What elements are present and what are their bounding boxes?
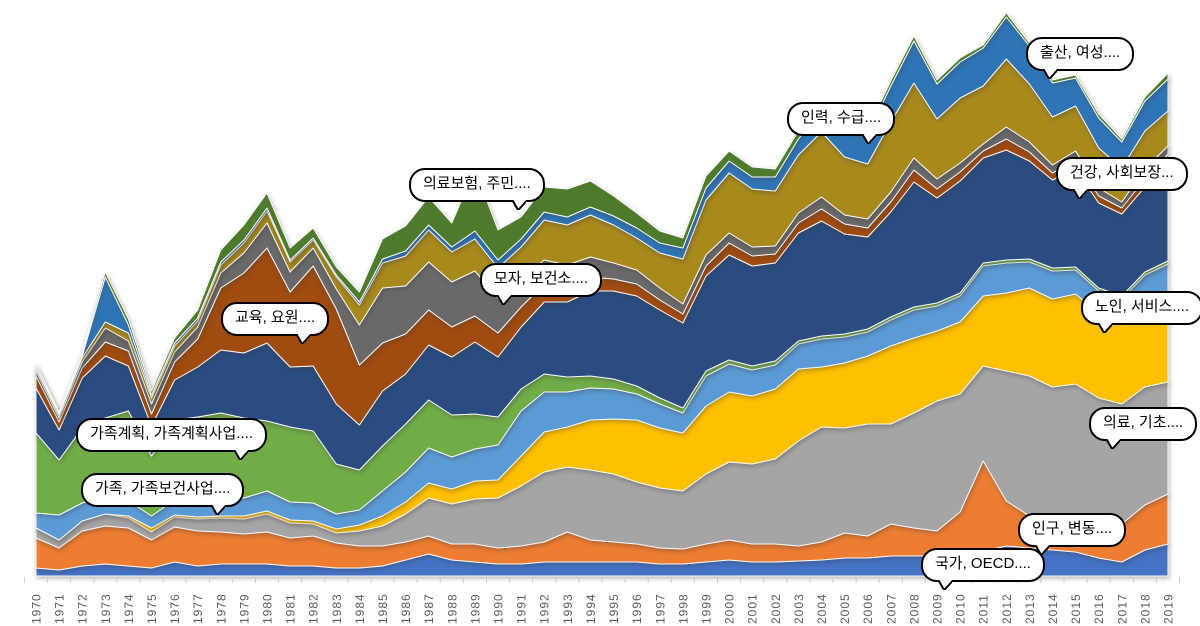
x-tick-label-1985: 1985 (376, 593, 390, 624)
x-tick-label-1981: 1981 (284, 593, 298, 624)
x-tick-label-1974: 1974 (122, 593, 136, 624)
x-tick-label-2005: 2005 (838, 593, 852, 624)
x-tick-label-2014: 2014 (1046, 593, 1060, 624)
x-tick-label-1971: 1971 (53, 593, 67, 624)
x-tick-label-2007: 2007 (884, 593, 898, 624)
callout-tail (510, 200, 526, 210)
x-tick-label-2013: 2013 (1023, 593, 1037, 624)
x-tick-label-1982: 1982 (307, 593, 321, 624)
x-axis: 1970 1971 1972 1973 1974 1975 1976 1977 1978 1979… (23, 577, 1181, 624)
callout-tail (232, 450, 248, 460)
x-tick-label-1987: 1987 (422, 593, 436, 624)
callout-text: 국가, OECD.... (935, 555, 1031, 572)
x-tick-label-2011: 2011 (977, 594, 991, 624)
x-tick-label-2003: 2003 (792, 593, 806, 624)
area-series-12 (35, 12, 1169, 415)
x-tick-label-1990: 1990 (492, 593, 506, 624)
series-callout-label: 의료보험, 주민.... (409, 168, 545, 202)
x-tick-label-1975: 1975 (145, 593, 159, 624)
series-callout-label: 국가, OECD.... (921, 548, 1045, 582)
x-tick-label-2010: 2010 (954, 593, 968, 624)
callout-text: 의료보험, 주민.... (423, 175, 531, 192)
series-callout-label: 가족계획, 가족계획사업.... (76, 418, 268, 452)
x-tick-label-1970: 1970 (30, 593, 44, 624)
callout-text: 인력, 수급.... (801, 109, 882, 126)
x-tick-label-1986: 1986 (399, 593, 413, 624)
callout-text: 인구, 변동.... (1032, 520, 1113, 537)
callout-tail (860, 134, 876, 144)
callout-text: 건강, 사회보장... (1070, 164, 1174, 181)
x-tick-label-1973: 1973 (99, 593, 113, 624)
x-tick-label-2012: 2012 (1000, 593, 1014, 624)
callout-tail (495, 295, 511, 305)
x-tick-label-2019: 2019 (1162, 593, 1176, 624)
x-tick-label-2018: 2018 (1138, 593, 1152, 624)
series-callout-label: 모자, 보건소.... (480, 263, 603, 297)
x-tick-label-1991: 1991 (515, 593, 529, 624)
callout-text: 가족, 가족보건사업.... (95, 480, 231, 497)
x-tick-label-1994: 1994 (584, 593, 598, 624)
callout-text: 출산, 여성.... (1040, 44, 1121, 61)
x-tick-label-1999: 1999 (700, 593, 714, 624)
callout-tail (1041, 69, 1057, 79)
series-callout-label: 인력, 수급.... (787, 102, 896, 136)
x-tick-label-1976: 1976 (168, 593, 182, 624)
x-tick-label-2017: 2017 (1115, 593, 1129, 624)
x-tick-label-2016: 2016 (1092, 593, 1106, 624)
callout-tail (209, 505, 225, 515)
x-tick-label-2004: 2004 (815, 593, 829, 624)
x-tick-label-1980: 1980 (261, 593, 275, 624)
series-callout-label: 노인, 서비스.... (1081, 291, 1200, 325)
area-series-group (35, 12, 1169, 577)
x-tick-label-2000: 2000 (723, 593, 737, 624)
x-tick-label-1978: 1978 (214, 593, 228, 624)
series-callout-label: 건강, 사회보장... (1056, 157, 1188, 191)
x-tick-label-2009: 2009 (931, 593, 945, 624)
x-tick-label-1984: 1984 (353, 593, 367, 624)
x-tick-label-2008: 2008 (907, 593, 921, 624)
callout-tail (1071, 189, 1087, 199)
x-tick-label-1979: 1979 (237, 593, 251, 624)
callout-text: 가족계획, 가족계획사업.... (90, 425, 254, 442)
callout-text: 교육, 요원.... (235, 309, 316, 326)
x-tick-label-1988: 1988 (445, 593, 459, 624)
series-callout-label: 인구, 변동.... (1018, 513, 1127, 547)
x-tick-label-1992: 1992 (538, 593, 552, 624)
series-callout-label: 교육, 요원.... (221, 302, 330, 336)
callout-tail (1104, 439, 1120, 449)
x-tick-label-2002: 2002 (769, 593, 783, 624)
x-tick-label-1998: 1998 (676, 593, 690, 624)
x-tick-label-1993: 1993 (561, 593, 575, 624)
series-callout-label: 의료, 기초.... (1089, 407, 1198, 441)
callout-tail (936, 580, 952, 590)
x-tick-label-2006: 2006 (861, 593, 875, 624)
callout-text: 모자, 보건소.... (494, 270, 589, 287)
callout-tail (294, 334, 310, 344)
x-tick-label-2015: 2015 (1069, 593, 1083, 624)
x-tick-label-2001: 2001 (746, 593, 760, 624)
x-tick-label-1972: 1972 (76, 593, 90, 624)
callout-tail (1096, 323, 1112, 333)
callout-text: 의료, 기초.... (1103, 414, 1184, 431)
x-tick-label-1983: 1983 (330, 593, 344, 624)
series-callout-label: 가족, 가족보건사업.... (81, 473, 245, 507)
series-callout-label: 출산, 여성.... (1026, 37, 1135, 71)
x-tick-label-1977: 1977 (191, 593, 205, 624)
callout-text: 노인, 서비스.... (1095, 298, 1190, 315)
x-tick-label-1995: 1995 (607, 593, 621, 624)
x-tick-label-1989: 1989 (468, 593, 482, 624)
x-tick-label-1996: 1996 (630, 593, 644, 624)
x-tick-label-1997: 1997 (653, 593, 667, 624)
